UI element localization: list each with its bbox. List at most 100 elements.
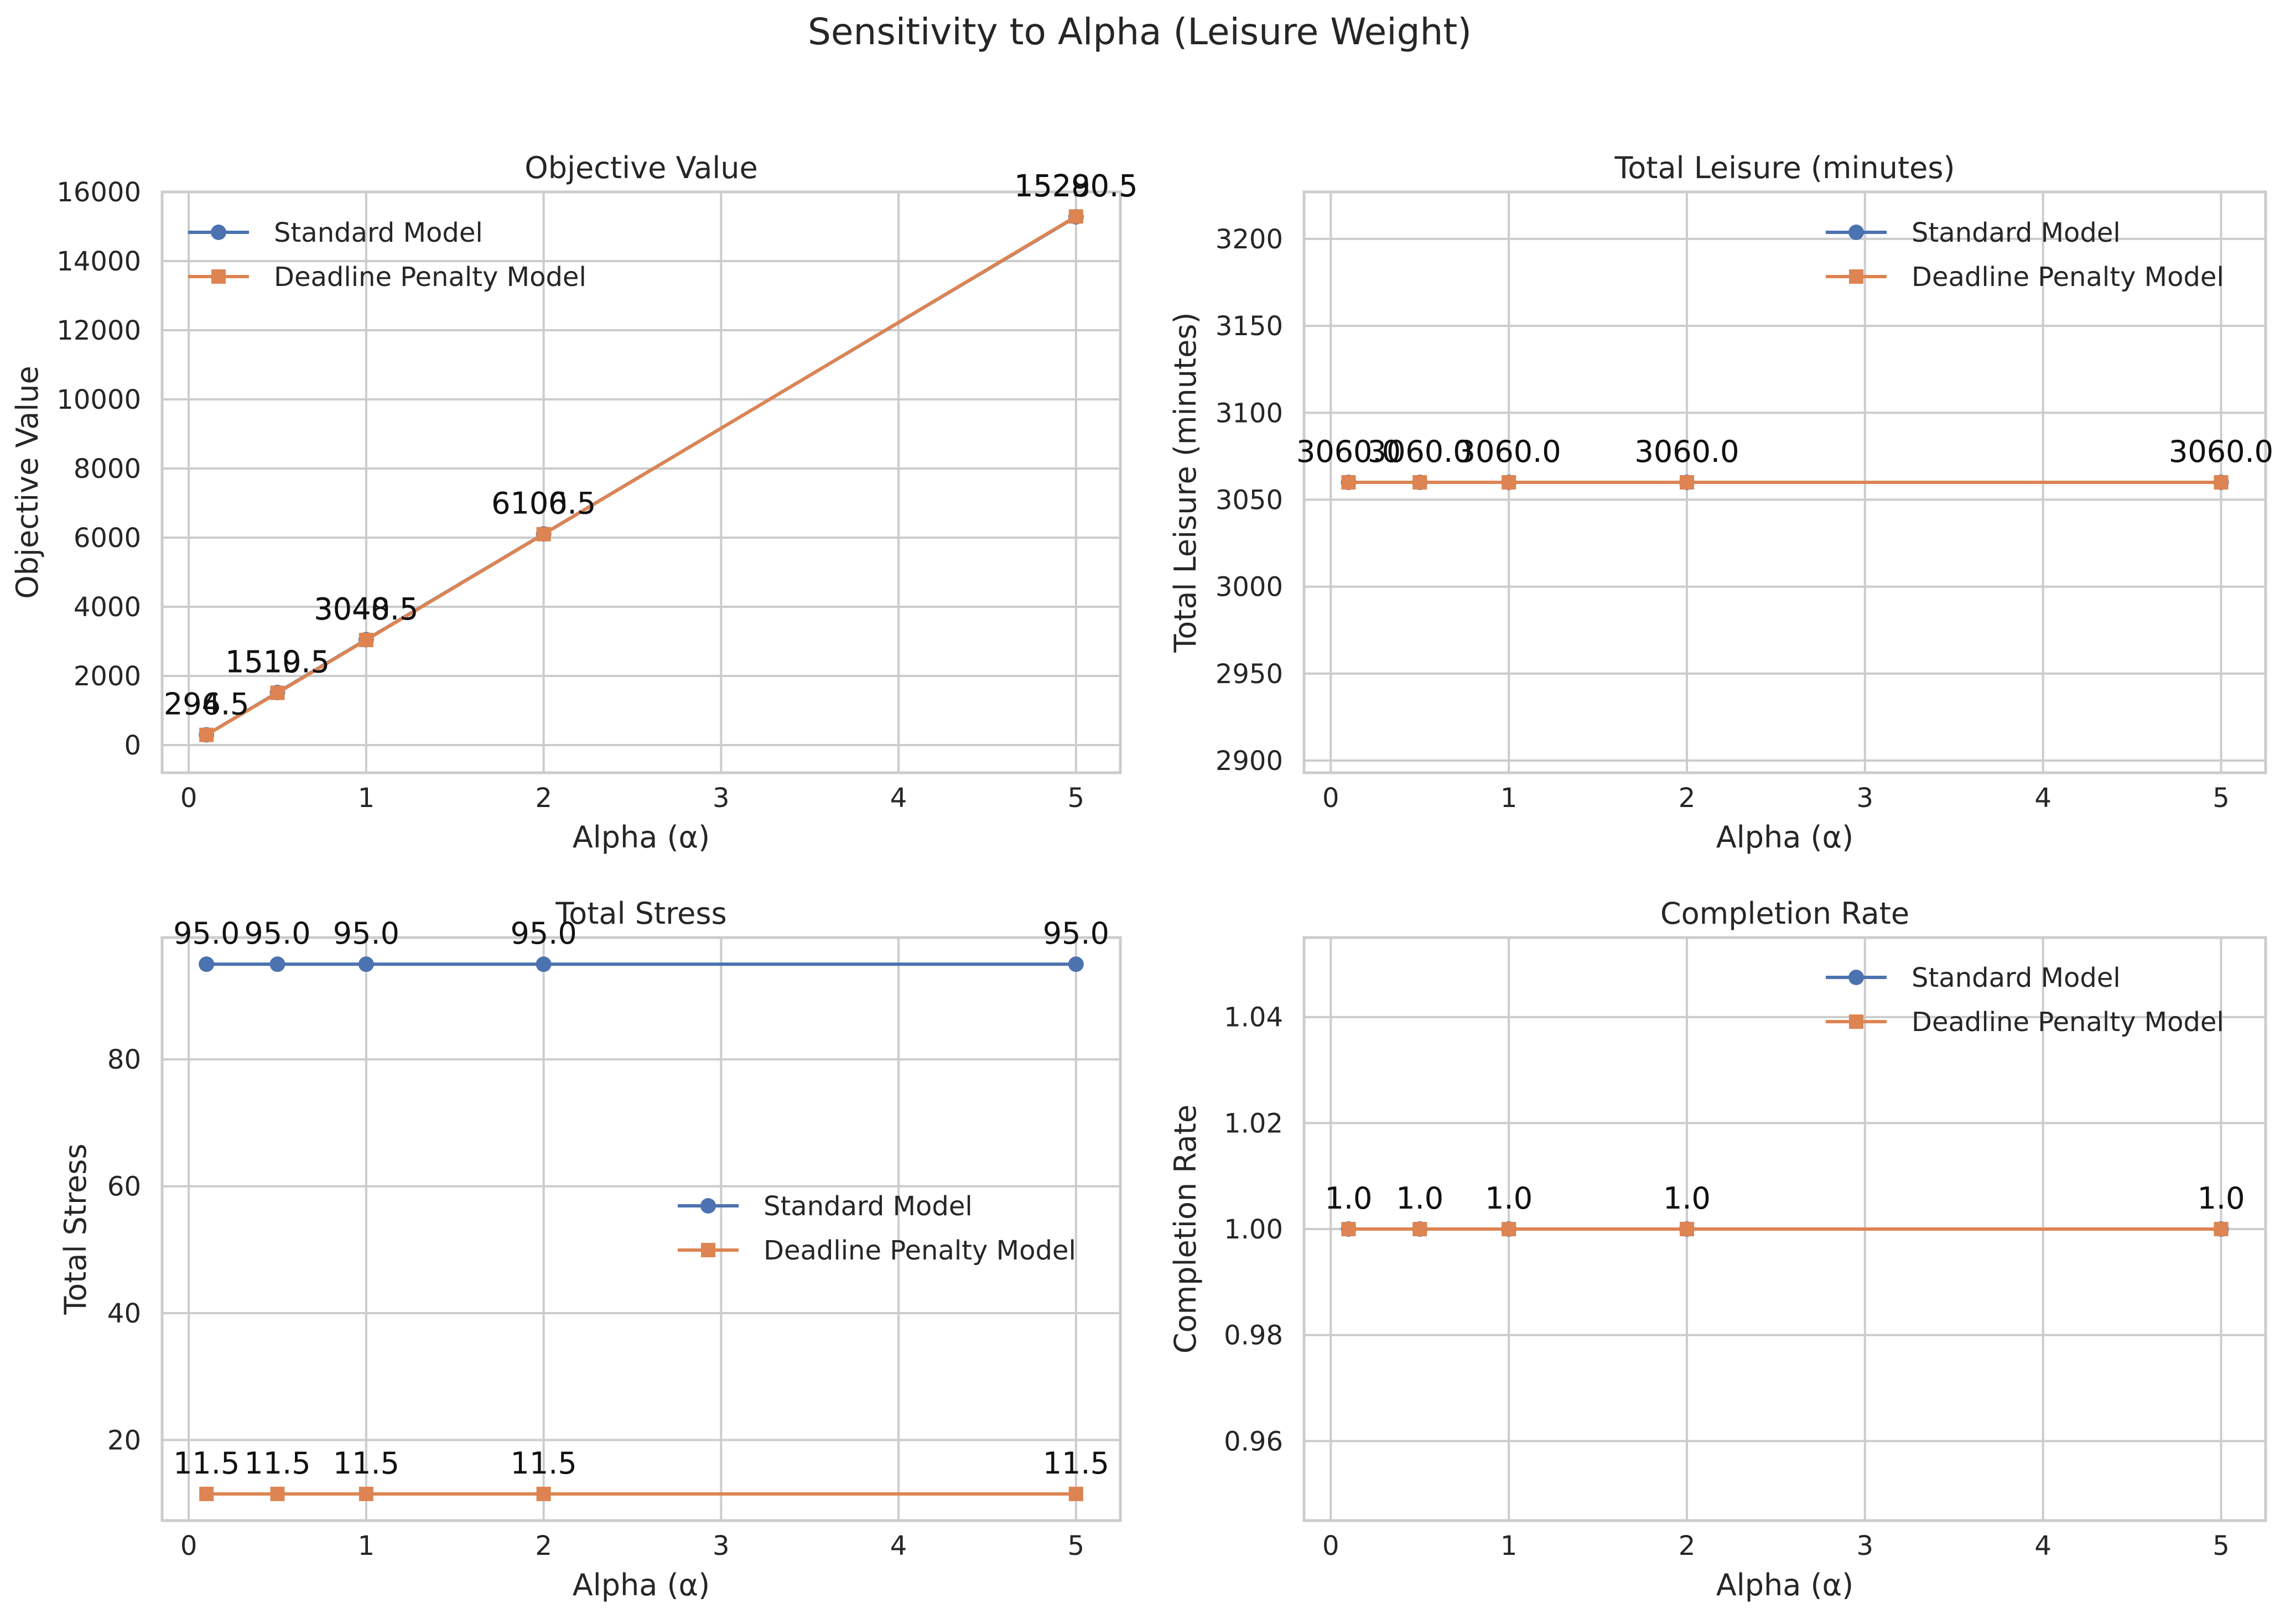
data-point bbox=[1412, 1222, 1427, 1236]
data-label: 11.5 bbox=[510, 1446, 577, 1481]
data-label: 1.0 bbox=[1396, 1181, 1443, 1216]
data-label: 3060.0 bbox=[1457, 434, 1561, 469]
x-tick-label: 4 bbox=[2034, 1531, 2052, 1561]
legend-marker bbox=[1849, 1014, 1863, 1029]
figure-suptitle: Sensitivity to Alpha (Leisure Weight) bbox=[808, 11, 1472, 53]
data-point bbox=[269, 956, 285, 972]
data-point bbox=[1502, 475, 1516, 490]
series-deadline-penalty-model: 11.5 11.5 11.5 11.5 11.5 bbox=[173, 1446, 1109, 1501]
data-point bbox=[199, 727, 214, 742]
data-point bbox=[536, 956, 552, 972]
x-tick-label: 0 bbox=[1322, 783, 1339, 814]
x-axis-label: Alpha (α) bbox=[573, 1568, 710, 1602]
data-label: 3060.0 bbox=[2169, 434, 2273, 469]
legend-marker bbox=[211, 225, 226, 240]
x-tick-label: 1 bbox=[1500, 783, 1518, 814]
data-label: 1.0 bbox=[1325, 1181, 1373, 1216]
y-tick-label: 0.98 bbox=[1224, 1320, 1283, 1351]
y-tick-label: 0 bbox=[124, 730, 141, 761]
x-tick-label: 2 bbox=[535, 783, 552, 814]
legend-marker bbox=[1849, 269, 1863, 284]
x-tick-label: 2 bbox=[535, 1531, 552, 1561]
x-axis-label: Alpha (α) bbox=[1716, 820, 1853, 855]
data-point bbox=[359, 632, 373, 647]
legend-marker bbox=[1848, 225, 1864, 240]
data-label: 1.0 bbox=[1485, 1181, 1533, 1216]
x-tick-label: 3 bbox=[713, 1531, 730, 1561]
plot-frame bbox=[160, 936, 1122, 1522]
y-tick-label: 3000 bbox=[1216, 572, 1283, 603]
legend: Standard Model Deadline Penalty Model bbox=[678, 1191, 1076, 1266]
y-tick-label: 14000 bbox=[56, 246, 141, 277]
x-tick-label: 4 bbox=[890, 1531, 907, 1561]
y-tick-label: 2000 bbox=[74, 661, 141, 692]
x-tick-label: 0 bbox=[1322, 1531, 1339, 1561]
x-tick-label: 5 bbox=[2213, 1531, 2230, 1561]
data-point bbox=[1068, 956, 1084, 972]
data-label: 11.5 bbox=[173, 1446, 240, 1481]
y-tick-label: 20 bbox=[107, 1425, 141, 1456]
data-point bbox=[1341, 475, 1356, 490]
y-tick-label: 60 bbox=[107, 1172, 141, 1203]
y-tick-label: 1.00 bbox=[1224, 1214, 1283, 1245]
data-label: 3040.5 bbox=[314, 592, 418, 627]
subplot-title: Objective Value bbox=[524, 150, 758, 185]
x-tick-label: 3 bbox=[713, 783, 730, 814]
subplot-title: Total Stress bbox=[555, 896, 726, 931]
data-point bbox=[1341, 1222, 1356, 1236]
data-point bbox=[199, 956, 215, 972]
legend-label: Standard Model bbox=[1912, 217, 2121, 248]
x-tick-label: 4 bbox=[2034, 783, 2052, 814]
y-tick-label: 6000 bbox=[74, 523, 141, 554]
legend: Standard Model Deadline Penalty Model bbox=[1826, 962, 2224, 1038]
data-point bbox=[270, 685, 285, 700]
legend-marker bbox=[700, 1198, 716, 1214]
data-point bbox=[536, 527, 551, 542]
data-label: 11.5 bbox=[333, 1446, 399, 1481]
legend-label: Standard Model bbox=[1912, 962, 2121, 993]
y-tick-label: 2900 bbox=[1216, 746, 1283, 777]
y-tick-label: 40 bbox=[107, 1298, 141, 1329]
data-label: 11.5 bbox=[1043, 1446, 1109, 1481]
data-point bbox=[358, 956, 374, 972]
y-tick-label: 12000 bbox=[56, 315, 141, 346]
plot-frame bbox=[160, 190, 1122, 774]
x-axis-label: Alpha (α) bbox=[573, 820, 710, 855]
data-label: 11.5 bbox=[244, 1446, 310, 1481]
data-label: 1.0 bbox=[1396, 1181, 1443, 1216]
data-label: 15280.5 bbox=[1014, 169, 1138, 204]
data-point bbox=[2214, 475, 2229, 490]
data-point bbox=[270, 1486, 285, 1501]
legend-marker bbox=[701, 1243, 715, 1257]
x-tick-label: 0 bbox=[180, 783, 198, 814]
y-tick-label: 3050 bbox=[1216, 485, 1283, 516]
subplot-4: 0 1 2 3 4 5 0.96 0.98 1.00 1.02 1.04 Completion Rat… bbox=[1168, 896, 2267, 1602]
legend-label: Standard Model bbox=[274, 217, 483, 248]
data-label: 95.0 bbox=[510, 916, 577, 951]
data-label: 1.0 bbox=[2198, 1181, 2245, 1216]
x-tick-label: 3 bbox=[1857, 1531, 1874, 1561]
x-tick-label: 5 bbox=[2213, 783, 2230, 814]
data-point bbox=[1679, 1222, 1694, 1236]
legend-label: Deadline Penalty Model bbox=[274, 262, 586, 293]
data-label: 1510.5 bbox=[225, 645, 330, 680]
x-tick-label: 4 bbox=[890, 783, 907, 814]
data-label: 1.0 bbox=[1663, 1181, 1711, 1216]
legend: Standard Model Deadline Penalty Model bbox=[1826, 217, 2224, 293]
data-label: 1.0 bbox=[1485, 1181, 1533, 1216]
legend-label: Standard Model bbox=[764, 1191, 973, 1222]
x-tick-label: 1 bbox=[1500, 1531, 1518, 1561]
y-tick-label: 80 bbox=[107, 1044, 141, 1075]
data-label: 3060.0 bbox=[1296, 434, 1401, 469]
x-tick-label: 3 bbox=[1857, 783, 1874, 814]
x-tick-label: 2 bbox=[1679, 1531, 1696, 1561]
subplot-title: Total Leisure (minutes) bbox=[1614, 150, 1955, 185]
data-label: 1.0 bbox=[1325, 1181, 1373, 1216]
subplot-2: 0 1 2 3 4 5 2900 2950 3000 3050 3100 3150 3200 Total … bbox=[1168, 150, 2273, 855]
data-label: 95.0 bbox=[333, 916, 399, 951]
data-label: 3060.0 bbox=[1635, 434, 1739, 469]
y-tick-label: 10000 bbox=[56, 384, 141, 415]
data-label: 6100.5 bbox=[491, 486, 596, 521]
plot-frame bbox=[1302, 190, 2267, 774]
